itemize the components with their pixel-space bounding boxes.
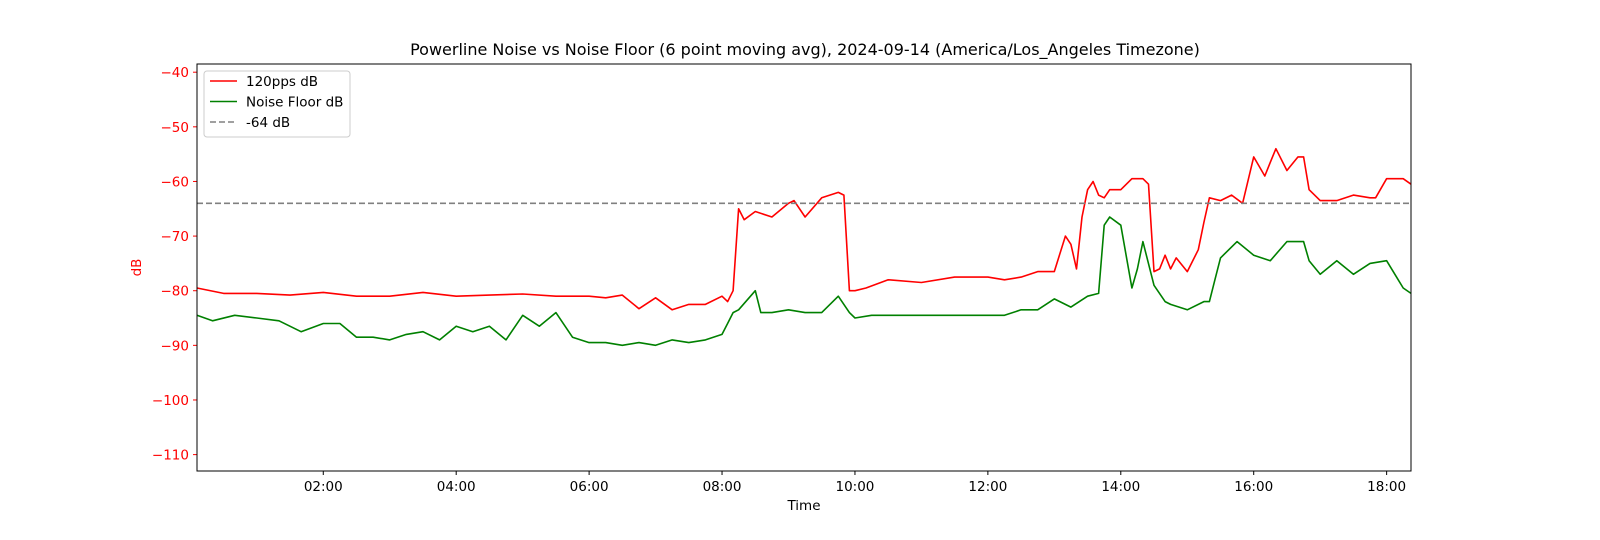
chart-title: Powerline Noise vs Noise Floor (6 point … [410,40,1200,60]
y-tick-label: −80 [161,284,190,300]
legend-box [203,70,351,138]
y-tick-label: −100 [152,393,189,409]
x-tick-label: 08:00 [703,479,742,495]
plot-area [196,147,1412,347]
y-tick-label: −40 [161,65,190,81]
x-tick-label: 10:00 [835,479,874,495]
x-tick-label: 14:00 [1101,479,1140,495]
x-tick-label: 02:00 [304,479,343,495]
y-tick-label: −50 [161,120,190,136]
legend-label-64-db: -64 dB [246,115,290,131]
y-axis: −40 −50 −60 −70 −80 −90 −100 −110 [152,65,197,464]
series-line-120pps-db [196,147,1412,311]
x-tick-label: 18:00 [1367,479,1406,495]
y-tick-label: −60 [161,174,190,190]
y-tick-label: −90 [161,338,190,354]
legend-label-120pps-db: 120pps dB [246,74,318,90]
x-tick-label: 16:00 [1234,479,1273,495]
x-axis-label: Time [786,498,820,514]
x-tick-label: 06:00 [570,479,609,495]
y-tick-label: −70 [161,229,190,245]
x-tick-label: 04:00 [437,479,476,495]
y-axis-label: dB [129,259,145,277]
legend-label-noise-floor-db: Noise Floor dB [246,95,343,111]
x-tick-label: 12:00 [968,479,1007,495]
legend: 120pps dB Noise Floor dB -64 dB [203,70,351,138]
axes-frame [196,63,1412,472]
series-line-noise-floor-db [196,216,1412,347]
y-tick-label: −110 [152,448,189,464]
x-axis: 02:00 04:00 06:00 08:00 10:00 12:00 14:00 16:00… [304,471,1406,495]
